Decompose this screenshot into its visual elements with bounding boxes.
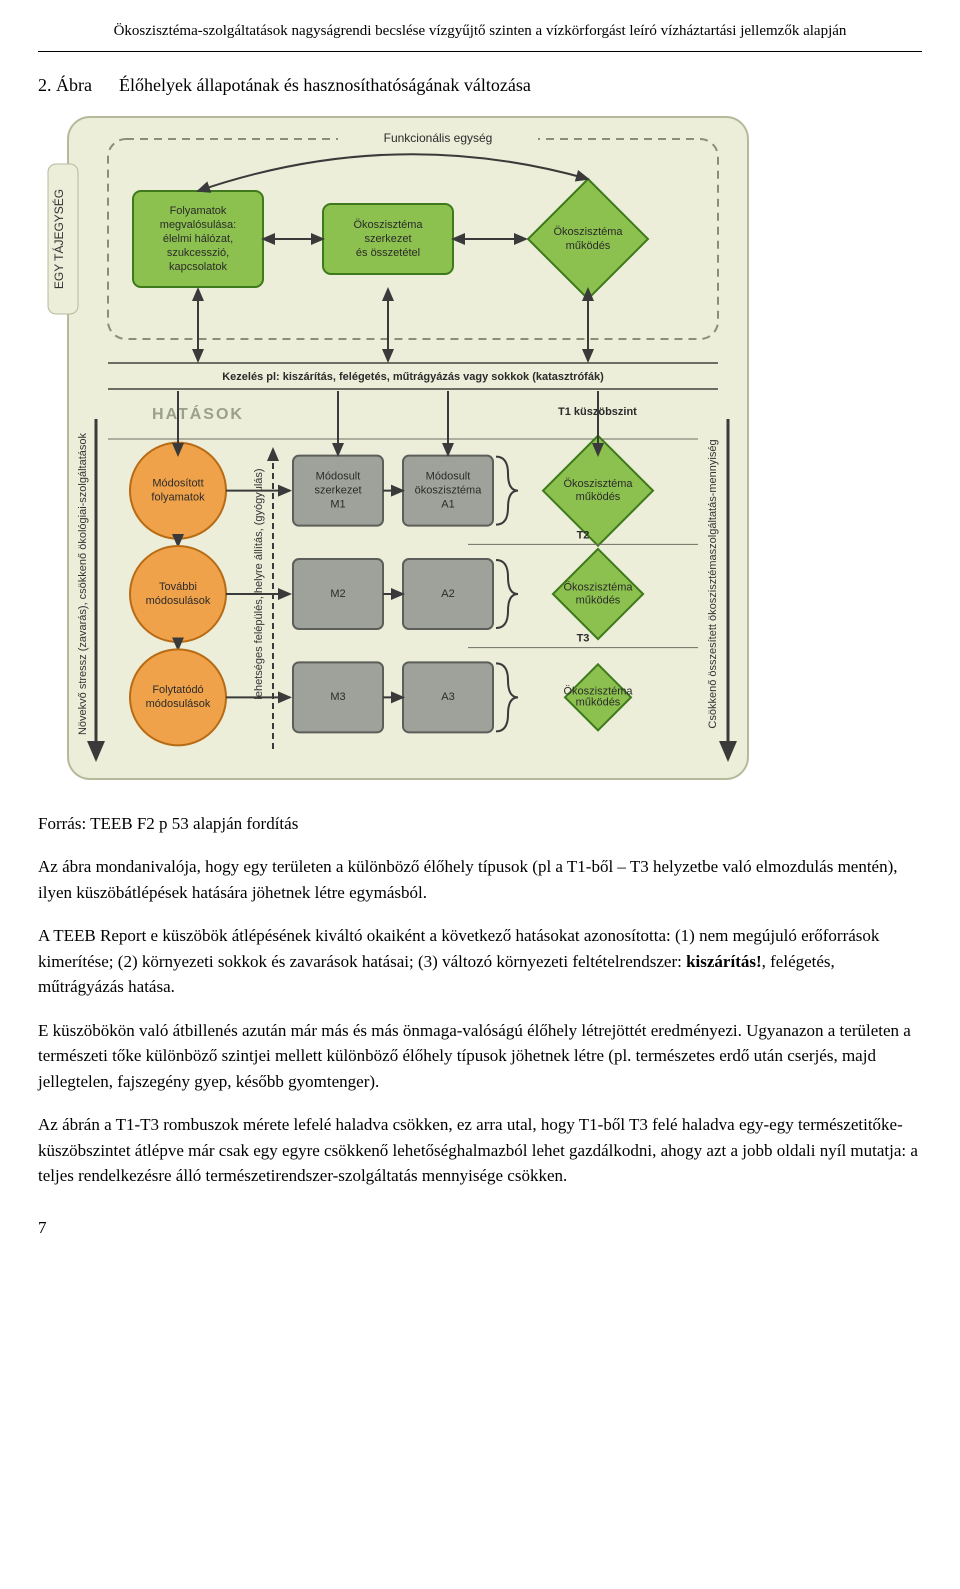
svg-text:szerkezet: szerkezet (314, 484, 361, 496)
svg-text:folyamatok: folyamatok (151, 491, 205, 503)
svg-text:Folyamatok: Folyamatok (170, 204, 227, 216)
svg-text:M3: M3 (330, 691, 345, 703)
svg-text:Ökoszisztéma: Ökoszisztéma (563, 581, 633, 593)
svg-text:A1: A1 (441, 498, 454, 510)
figure-source: Forrás: TEEB F2 p 53 alapján fordítás (38, 811, 922, 837)
svg-text:Módosított: Módosított (152, 477, 203, 489)
svg-text:szukcesszió,: szukcesszió, (167, 246, 229, 258)
svg-text:Ökoszisztéma: Ökoszisztéma (353, 218, 423, 230)
svg-text:T3: T3 (577, 632, 590, 644)
svg-text:A3: A3 (441, 691, 454, 703)
svg-text:és összetétel: és összetétel (356, 246, 420, 258)
svg-text:Ökoszisztéma: Ökoszisztéma (553, 225, 623, 237)
paragraph-3: E küszöbökön való átbillenés azután már … (38, 1018, 922, 1095)
svg-text:Csökkenő összesített ökosziszt: Csökkenő összesített ökoszisztémaszolgál… (707, 439, 719, 728)
svg-text:EGY TÁJEGYSÉG: EGY TÁJEGYSÉG (51, 188, 66, 288)
svg-text:működés: működés (566, 239, 611, 251)
svg-text:Funkcionális egység: Funkcionális egység (384, 131, 493, 145)
svg-text:A2: A2 (441, 587, 454, 599)
svg-text:megvalósulása:: megvalósulása: (160, 218, 236, 230)
svg-text:Ökoszisztéma: Ökoszisztéma (563, 478, 633, 490)
svg-text:működés: működés (576, 491, 621, 503)
svg-text:További: További (159, 580, 197, 592)
svg-text:módosulások: módosulások (146, 594, 211, 606)
svg-text:HATÁSOK: HATÁSOK (152, 404, 244, 423)
ecosystem-diagram: Funkcionális egység EGY TÁJEGYSÉG Folyamat… (38, 109, 758, 789)
page-number: 7 (38, 1215, 922, 1241)
paragraph-4: Az ábrán a T1-T3 rombuszok mérete lefelé… (38, 1112, 922, 1189)
figure-caption: 2. Ábra Élőhelyek állapotának és hasznos… (38, 72, 922, 99)
figure-title: Élőhelyek állapotának és hasznosíthatósá… (119, 75, 531, 95)
svg-text:Módosult: Módosult (426, 470, 471, 482)
svg-text:M2: M2 (330, 587, 345, 599)
figure-label: 2. Ábra (38, 75, 92, 95)
svg-text:Módosult: Módosult (316, 470, 361, 482)
svg-text:módosulások: módosulások (146, 698, 211, 710)
paragraph-1: Az ábra mondanivalója, hogy egy területe… (38, 854, 922, 905)
svg-text:kapcsolatok: kapcsolatok (169, 260, 228, 272)
svg-text:lehetséges felépülés, helyre á: lehetséges felépülés, helyre állítás, (g… (253, 468, 265, 699)
svg-text:szerkezet: szerkezet (364, 232, 411, 244)
svg-text:élelmi hálózat,: élelmi hálózat, (163, 232, 233, 244)
svg-text:működés: működés (576, 696, 621, 708)
paragraph-2: A TEEB Report e küszöbök átlépésének kiv… (38, 923, 922, 1000)
svg-text:Növekvő stressz (zavarás), csö: Növekvő stressz (zavarás), csökkenő ökol… (77, 432, 89, 735)
svg-text:Kezelés pl: kiszárítás, felége: Kezelés pl: kiszárítás, felégetés, műtrá… (222, 371, 604, 383)
svg-text:T2: T2 (577, 529, 590, 541)
svg-text:M1: M1 (330, 498, 345, 510)
paragraph-2b: kiszárítás! (686, 952, 762, 971)
svg-text:ökoszisztéma: ökoszisztéma (415, 484, 483, 496)
page-header: Ökoszisztéma-szolgáltatások nagyságrendi… (38, 20, 922, 52)
svg-text:Folytatódó: Folytatódó (152, 684, 203, 696)
svg-text:működés: működés (576, 594, 621, 606)
